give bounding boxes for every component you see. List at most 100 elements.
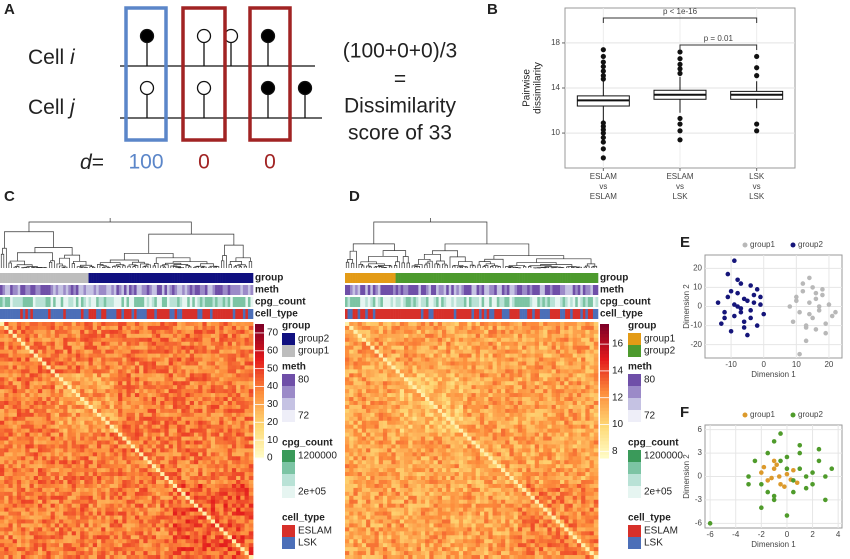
heatmap-cell: [231, 404, 237, 410]
heatmap-cell: [164, 527, 170, 532]
heatmap-cell: [156, 444, 161, 449]
heatmap-cell: [126, 460, 132, 465]
heatmap-cell: [202, 325, 208, 331]
heatmap-cell: [244, 480, 250, 485]
heatmap-cell: [479, 325, 485, 331]
heatmap-cell: [231, 361, 237, 366]
heatmap-cell: [147, 464, 153, 469]
heatmap-cell: [29, 393, 35, 398]
point: [778, 482, 783, 487]
heatmap-cell: [84, 325, 89, 331]
heatmap-cell: [109, 456, 115, 461]
heatmap-cell: [370, 322, 375, 327]
heatmap-cell: [147, 381, 153, 386]
heatmap-cell: [172, 381, 178, 386]
heatmap-cell: [0, 448, 5, 453]
heatmap-cell: [185, 393, 191, 398]
heatmap-cell: [21, 401, 26, 406]
heatmap-cell: [8, 539, 14, 544]
heatmap-cell: [425, 337, 430, 343]
annotation-cell: [212, 273, 216, 283]
heatmap-cell: [46, 456, 51, 461]
heatmap-cell: [484, 325, 489, 331]
heatmap-cell: [177, 495, 182, 501]
heatmap-cell: [425, 345, 430, 351]
point: [761, 311, 767, 317]
heatmap-cell: [88, 535, 94, 540]
heatmap-cell: [50, 456, 56, 461]
heatmap-cell: [37, 444, 43, 449]
heatmap-cell: [122, 333, 127, 339]
heatmap-cell: [54, 345, 60, 351]
heatmap-cell: [126, 456, 132, 461]
heatmap-cell: [29, 432, 35, 437]
heatmap-cell: [63, 499, 68, 505]
annotation-cell: [215, 273, 218, 283]
heatmap-cell: [206, 408, 212, 414]
heatmap-cell: [492, 322, 498, 327]
heatmap-cell: [236, 476, 241, 481]
heatmap-cell: [122, 555, 127, 559]
heatmap-cell: [151, 523, 157, 528]
heatmap-cell: [75, 555, 81, 559]
heatmap-cell: [164, 416, 170, 422]
annotation-cell: [32, 285, 36, 295]
heatmap-cell: [4, 353, 9, 358]
heatmap-cell: [59, 337, 64, 343]
heatmap-cell: [185, 507, 191, 512]
panel-letter: C: [4, 188, 15, 205]
heatmap-cell: [25, 412, 30, 418]
heatmap-cell: [143, 401, 148, 406]
heatmap-cell: [202, 551, 208, 556]
heatmap-cell: [63, 547, 68, 552]
heatmap-cell: [193, 547, 199, 552]
heatmap-cell: [429, 322, 434, 327]
heatmap-cell: [240, 551, 245, 556]
annotation-cell: [129, 309, 132, 319]
heatmap-cell: [236, 555, 241, 559]
heatmap-cell: [54, 444, 60, 449]
heatmap-cell: [67, 452, 73, 457]
annotation-cell: [154, 273, 158, 283]
heatmap-cell: [134, 491, 140, 497]
heatmap-cell: [4, 373, 9, 378]
heatmap-cell: [80, 539, 85, 544]
annotation-cell: [40, 273, 44, 283]
heatmap-cell: [75, 393, 81, 398]
heatmap-cell: [244, 515, 250, 520]
heatmap-cell: [88, 487, 94, 493]
heatmap-cell: [446, 349, 451, 354]
heatmap-cell: [496, 333, 502, 339]
heatmap-cell: [105, 325, 111, 331]
heatmap-cell: [33, 325, 39, 331]
heatmap-cell: [244, 325, 250, 331]
annotation-cell: [156, 273, 160, 283]
heatmap-cell: [236, 385, 241, 390]
heatmap-cell: [248, 539, 254, 544]
y-tick-label: 3: [698, 448, 703, 457]
heatmap-cell: [164, 436, 170, 441]
heatmap-cell: [156, 329, 161, 335]
heatmap-cell: [378, 341, 384, 347]
heatmap-cell: [168, 480, 174, 485]
heatmap-cell: [172, 472, 178, 477]
heatmap-cell: [391, 337, 396, 343]
heatmap-cell: [193, 483, 199, 489]
heatmap-cell: [210, 495, 216, 501]
heatmap-cell: [219, 440, 224, 445]
heatmap-cell: [185, 428, 191, 433]
heatmap-cell: [80, 460, 85, 465]
row-label: meth: [255, 285, 279, 296]
heatmap-cell: [37, 503, 43, 509]
heatmap-cell: [185, 448, 191, 453]
heatmap-cell: [118, 365, 123, 370]
heatmap-cell: [130, 345, 136, 351]
heatmap-cell: [202, 480, 208, 485]
heatmap-cell: [408, 357, 413, 362]
point: [774, 462, 780, 468]
heatmap-cell: [71, 373, 77, 378]
heatmap-cell: [54, 412, 60, 418]
heatmap-cell: [134, 357, 140, 362]
heatmap-cell: [496, 337, 502, 343]
heatmap-cell: [33, 393, 39, 398]
